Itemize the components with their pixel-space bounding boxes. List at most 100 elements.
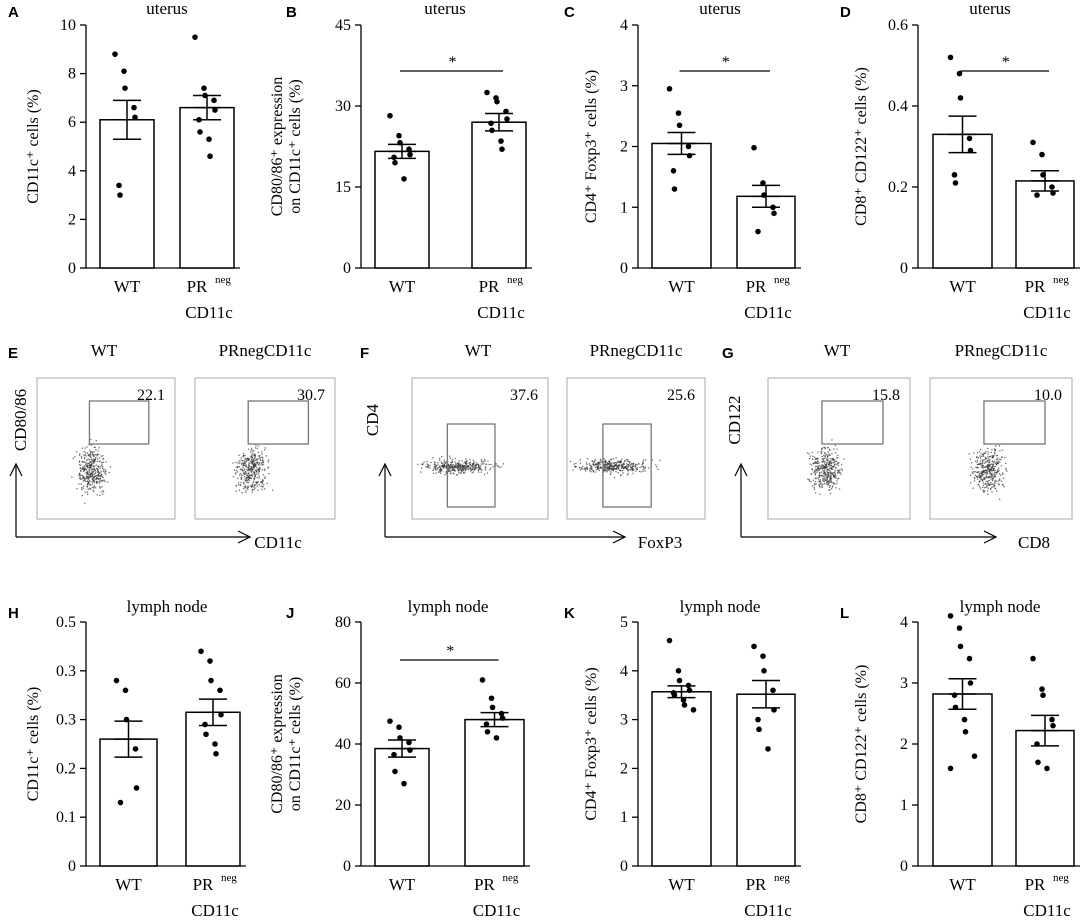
flow-event bbox=[991, 473, 993, 475]
flow-event bbox=[105, 471, 107, 473]
flow-event bbox=[985, 474, 987, 476]
flow-event bbox=[101, 479, 103, 482]
flow-event bbox=[820, 467, 822, 470]
flow-event bbox=[991, 466, 993, 468]
flow-event bbox=[829, 492, 832, 495]
flow-event bbox=[262, 463, 264, 466]
data-point bbox=[117, 192, 123, 198]
flow-y-label: CD122 bbox=[725, 395, 744, 444]
data-point bbox=[207, 658, 213, 664]
flow-event bbox=[475, 463, 478, 466]
flow-event bbox=[432, 472, 435, 474]
flow-event bbox=[261, 479, 264, 481]
flow-event bbox=[252, 449, 254, 452]
flow-event bbox=[823, 476, 825, 478]
flow-event bbox=[988, 482, 990, 484]
flow-event bbox=[433, 463, 435, 465]
flow-event bbox=[987, 476, 989, 478]
flow-header-prneg: PRnegCD11c bbox=[590, 341, 683, 360]
flow-event bbox=[86, 483, 89, 485]
data-point bbox=[967, 680, 974, 686]
flow-event bbox=[636, 468, 638, 470]
flow-event bbox=[448, 468, 450, 470]
bar bbox=[736, 693, 796, 867]
flow-event bbox=[91, 486, 94, 488]
flow-event bbox=[500, 466, 502, 468]
flow-event bbox=[472, 466, 474, 468]
flow-event bbox=[257, 451, 259, 454]
flow-event bbox=[980, 448, 982, 451]
data-point bbox=[396, 132, 402, 139]
flow-event bbox=[980, 478, 982, 481]
flow-event bbox=[462, 471, 464, 474]
flow-event bbox=[601, 461, 603, 463]
flow-event bbox=[986, 464, 989, 467]
flow-event bbox=[981, 466, 983, 468]
flow-event bbox=[467, 465, 469, 467]
x-category-pr: PR bbox=[479, 277, 500, 296]
flow-event bbox=[987, 464, 989, 466]
flow-event bbox=[977, 467, 979, 469]
flow-event bbox=[434, 466, 436, 469]
flow-event bbox=[82, 478, 84, 480]
flow-event bbox=[986, 481, 989, 483]
flow-event bbox=[102, 479, 104, 482]
flow-event bbox=[621, 466, 623, 468]
flow-event bbox=[440, 468, 442, 470]
flow-event bbox=[995, 458, 998, 461]
flow-event bbox=[979, 475, 982, 478]
flow-event bbox=[830, 488, 833, 490]
flow-event bbox=[597, 468, 599, 470]
flow-event bbox=[822, 458, 824, 460]
data-point bbox=[391, 154, 397, 161]
data-point bbox=[504, 116, 510, 122]
y-tick-label: 2 bbox=[620, 139, 628, 156]
flow-event bbox=[597, 465, 599, 467]
flow-event bbox=[978, 463, 981, 465]
flow-event bbox=[96, 455, 98, 457]
flow-event bbox=[90, 476, 92, 478]
flow-event bbox=[831, 458, 833, 460]
flow-event bbox=[618, 465, 620, 467]
flow-event bbox=[987, 480, 989, 482]
flow-event bbox=[429, 464, 431, 467]
flow-event bbox=[86, 491, 89, 493]
flow-event bbox=[824, 463, 826, 465]
flow-event bbox=[984, 462, 987, 464]
flow-event bbox=[93, 451, 95, 453]
flow-event bbox=[814, 461, 816, 463]
flow-event bbox=[86, 471, 88, 473]
flow-event bbox=[448, 463, 450, 466]
flow-event bbox=[828, 486, 831, 488]
data-point bbox=[956, 625, 963, 631]
flow-event bbox=[982, 484, 985, 486]
flow-event bbox=[480, 468, 482, 470]
flow-event bbox=[620, 461, 623, 463]
flow-event bbox=[989, 456, 991, 458]
flow-event bbox=[90, 473, 92, 475]
flow-event bbox=[982, 461, 984, 463]
flow-event bbox=[464, 467, 467, 469]
y-tick-label: 0 bbox=[68, 260, 76, 277]
flow-event bbox=[822, 459, 825, 462]
flow-event bbox=[827, 480, 830, 482]
flow-event bbox=[819, 479, 821, 481]
flow-event bbox=[88, 468, 90, 470]
flow-event bbox=[982, 471, 985, 474]
flow-event bbox=[823, 482, 826, 485]
flow-event bbox=[836, 480, 838, 482]
flow-event bbox=[590, 466, 592, 468]
data-point bbox=[489, 127, 495, 134]
flow-event bbox=[823, 458, 825, 460]
flow-event bbox=[482, 460, 485, 463]
flow-event bbox=[437, 464, 439, 466]
flow-event bbox=[93, 446, 96, 448]
flow-event bbox=[80, 478, 82, 480]
flow-event bbox=[244, 485, 247, 487]
flow-event bbox=[982, 467, 984, 469]
flow-event bbox=[621, 465, 624, 467]
flow-event bbox=[610, 463, 613, 466]
data-point bbox=[1044, 765, 1050, 772]
flow-event bbox=[631, 462, 633, 465]
